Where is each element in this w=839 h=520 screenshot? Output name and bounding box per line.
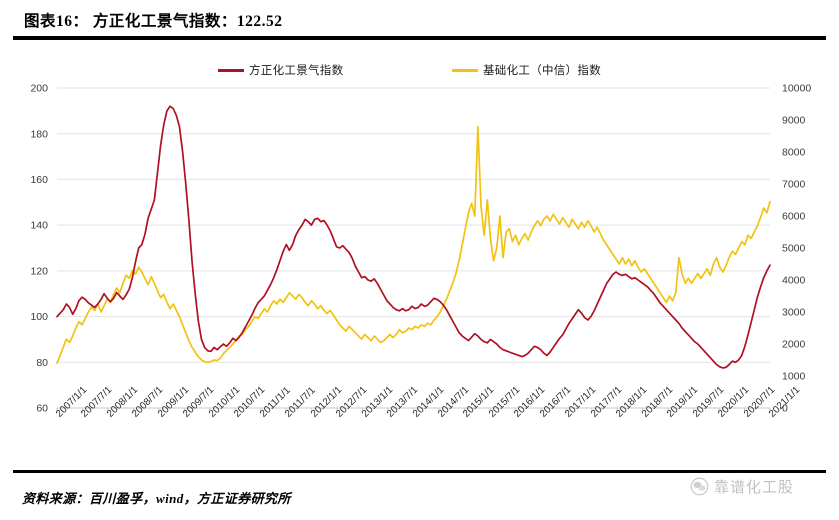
wechat-logo-icon xyxy=(690,477,709,496)
series-line-primary xyxy=(56,105,771,369)
left-axis-tick-label: 200 xyxy=(30,83,48,95)
left-axis-tick-label: 100 xyxy=(30,311,48,323)
left-axis-labels-group: 60 80 100 120 140 160 180 200 xyxy=(30,83,48,415)
right-axis-tick-label: 3000 xyxy=(782,307,806,319)
legend-label-secondary: 基础化工（中信）指数 xyxy=(483,65,601,77)
right-axis-tick-label: 6000 xyxy=(782,211,806,223)
left-axis-tick-label: 180 xyxy=(30,128,48,140)
right-axis-tick-label: 9000 xyxy=(782,115,806,127)
right-axis-tick-label: 5000 xyxy=(782,243,806,255)
title-divider-rule xyxy=(13,36,826,40)
right-axis-labels-group: 0 1000 2000 3000 4000 5000 6000 7000 8000 9000 100… xyxy=(782,83,811,415)
chart-plot-area: 60 80 100 120 140 160 180 200 0 1000 2000 3000 4000… xyxy=(0,80,839,420)
right-axis-tick-label: 4000 xyxy=(782,275,806,287)
footer-divider-rule xyxy=(13,470,826,473)
left-axis-tick-label: 80 xyxy=(36,357,48,369)
left-axis-tick-label: 140 xyxy=(30,220,48,232)
chart-svg: 60 80 100 120 140 160 180 200 0 1000 2000 3000 4000… xyxy=(30,83,811,415)
watermark-text: 靠谱化工股 xyxy=(714,479,795,496)
figure-title: 图表16： 方正化工景气指数：122.52 xyxy=(24,13,283,30)
series-line-secondary xyxy=(56,125,771,365)
legend-swatch-secondary xyxy=(452,68,478,72)
right-axis-tick-label: 0 xyxy=(782,403,788,415)
legend-swatch-primary xyxy=(218,68,244,72)
x-axis-tickmarks-group xyxy=(56,408,771,413)
left-axis-tick-label: 60 xyxy=(36,403,48,415)
right-axis-tick-label: 10000 xyxy=(782,83,811,95)
left-axis-tick-label: 160 xyxy=(30,174,48,186)
x-axis-labels: 2007/1/1 2007/7/1 2008/1/1 2008/7/1 2009/1/1… xyxy=(0,384,839,468)
right-axis-tick-label: 1000 xyxy=(782,371,806,383)
left-axis-tick-label: 120 xyxy=(30,265,48,277)
legend-item-secondary[interactable]: 基础化工（中信）指数 xyxy=(452,62,601,78)
source-note: 资料来源：百川盈孚，wind，方正证券研究所 xyxy=(22,491,291,506)
chart-legend: 方正化工景气指数 基础化工（中信）指数 xyxy=(0,62,839,82)
gridlines-group xyxy=(57,87,770,409)
series-paths-group xyxy=(56,105,771,369)
legend-item-primary[interactable]: 方正化工景气指数 xyxy=(218,62,343,78)
legend-label-primary: 方正化工景气指数 xyxy=(249,65,344,77)
watermark: 靠谱化工股 xyxy=(690,476,794,497)
right-axis-tick-label: 8000 xyxy=(782,147,806,159)
right-axis-tick-label: 2000 xyxy=(782,339,806,351)
right-axis-tick-label: 7000 xyxy=(782,179,806,191)
